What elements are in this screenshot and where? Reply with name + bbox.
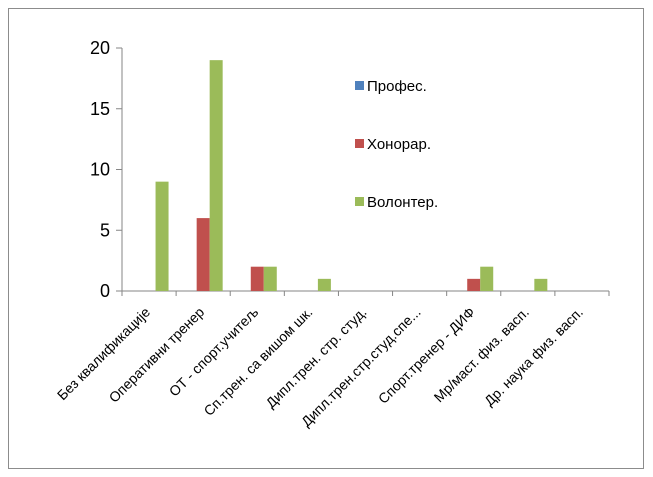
chart-frame: 0 5 10 15 20 Без квалификације Оперативни тре… [8, 8, 644, 469]
legend-label: Хонорар. [367, 136, 431, 153]
bar-honorar [196, 218, 210, 291]
y-tick-label: 0 [100, 281, 110, 301]
x-category-label: Др. наука физ. васп. [481, 304, 586, 409]
legend: Профес. Хонорар. Волонтер. [355, 78, 438, 211]
bar-honorar [467, 278, 481, 291]
x-category-label: Мр/маст. физ. васп. [431, 304, 532, 405]
y-tick-label: 10 [90, 160, 110, 180]
x-category-label: ОТ - спорт.учитељ [166, 304, 262, 400]
y-tick-label: 5 [100, 220, 110, 240]
bar-volonter [209, 60, 223, 292]
bar-volonter [263, 266, 277, 291]
x-category-label: Дипл.трен. стр. студ. [262, 304, 369, 411]
bar-volonter [317, 278, 331, 291]
bars [155, 60, 548, 292]
bar-volonter [155, 181, 169, 291]
bar-honorar [250, 266, 264, 291]
y-tick-label: 20 [90, 38, 110, 58]
x-category-label: Спорт.тренер - ДИФ [375, 304, 478, 407]
legend-label: Профес. [367, 78, 427, 95]
y-tick-label: 15 [90, 99, 110, 119]
legend-swatch [355, 139, 364, 148]
bar-volonter [480, 266, 494, 291]
x-category-label: Без квалификације [54, 304, 153, 403]
y-tick-labels: 0 5 10 15 20 [90, 38, 110, 301]
legend-swatch [355, 197, 364, 206]
x-category-label: Оперативни тренер [106, 304, 208, 406]
bar-volonter [534, 278, 548, 291]
legend-label: Волонтер. [367, 194, 438, 211]
x-category-label: Сп.трен. са вишом шк. [200, 304, 315, 419]
legend-swatch [355, 81, 364, 90]
